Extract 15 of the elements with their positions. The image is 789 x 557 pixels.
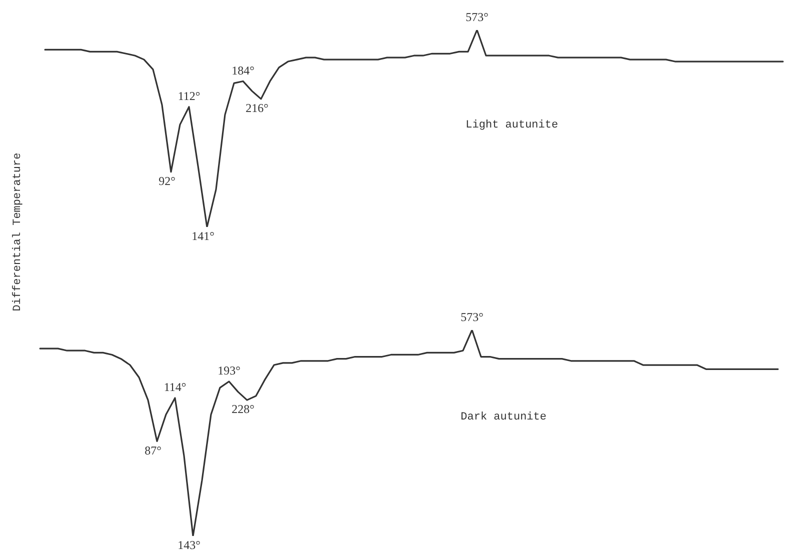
y-axis-title: Differential Temperature (12, 152, 24, 312)
annotation: 193° (218, 364, 241, 378)
annotation: 87° (144, 443, 162, 458)
annotation: 228° (232, 402, 255, 416)
annotation: 114° (164, 380, 186, 394)
annotation: 112° (178, 88, 200, 103)
annotation: 92° (158, 174, 176, 188)
text: Dark autunite (460, 411, 546, 424)
annotation: 216° (246, 101, 269, 116)
annotation: 141° (192, 229, 215, 244)
annotation: 184° (232, 63, 255, 78)
text: Light autunite (466, 119, 558, 132)
annotation: 143° (178, 538, 201, 552)
annotation: 573° (466, 10, 489, 24)
annotation: 573° (460, 310, 484, 324)
